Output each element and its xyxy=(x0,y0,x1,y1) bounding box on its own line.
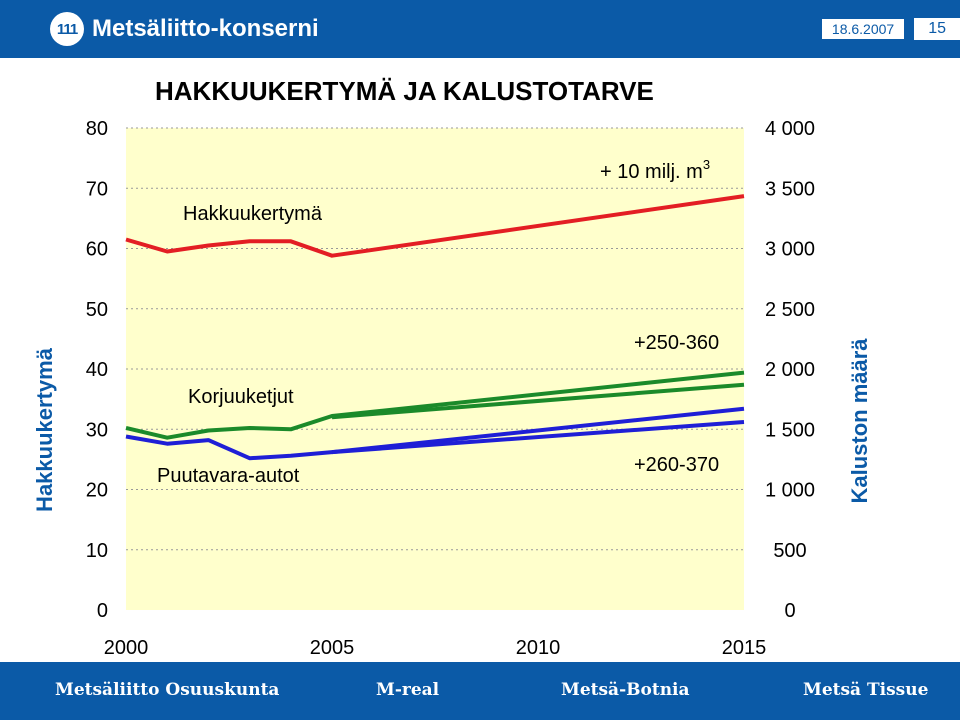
series-line-0 xyxy=(125,194,745,258)
y2-tick-label: 1 500 xyxy=(765,419,815,441)
footer-metsaliitto-osuuskunta: Metsäliitto Osuuskunta xyxy=(55,680,280,700)
y-tick-label: 20 xyxy=(86,480,108,502)
y2-tick-label: 3 500 xyxy=(765,178,815,200)
y-tick-label: 80 xyxy=(86,118,108,140)
footer-metsa-tissue: Metsä Tissue xyxy=(803,680,929,700)
y-tick-label: 40 xyxy=(86,359,108,381)
footer-m-real: M-real xyxy=(376,680,440,700)
series-label-puutavara-autot: Puutavara-autot xyxy=(157,465,300,487)
logo-mark-icon: 111 xyxy=(50,12,84,46)
y2-tick-label: 3 000 xyxy=(765,239,815,261)
y-tick-label: 70 xyxy=(86,178,108,200)
header-bar: 111 Metsäliitto-konserni 18.6.2007 15 xyxy=(0,0,960,58)
logo-text: Metsäliitto-konserni xyxy=(92,15,319,42)
annotation-korjuuketjut-range: +250-360 xyxy=(634,332,719,354)
series-label-korjuuketjut: Korjuuketjut xyxy=(188,386,294,408)
annotation-volume-exponent: 3 xyxy=(703,157,710,172)
y-axis-label: Hakkuukertymä xyxy=(32,347,57,512)
company-logo: 111 Metsäliitto-konserni xyxy=(50,12,319,46)
x-tick-label: 2010 xyxy=(516,637,561,659)
y2-tick-label: 1 000 xyxy=(765,480,815,502)
x-tick-label: 2000 xyxy=(104,637,149,659)
series-line-2 xyxy=(331,382,745,420)
y2-tick-label: 4 000 xyxy=(765,118,815,140)
x-tick-label: 2015 xyxy=(722,637,767,659)
y-tick-label: 50 xyxy=(86,299,108,321)
chart: HAKKUUKERTYMÄ JA KALUSTOTARVE 0102030405… xyxy=(32,76,872,659)
y2-tick-label: 500 xyxy=(773,540,806,562)
page-number: 15 xyxy=(914,18,960,40)
series-line-4 xyxy=(331,420,745,455)
footer-metsa-botnia: Metsä-Botnia xyxy=(561,680,690,700)
annotation-autot-range: +260-370 xyxy=(634,454,719,476)
x-tick-label: 2005 xyxy=(310,637,355,659)
footer-bar: Metsäliitto Osuuskunta M-real Metsä-Botn… xyxy=(0,662,960,720)
y2-tick-label: 2 500 xyxy=(765,299,815,321)
y-tick-label: 0 xyxy=(97,600,108,622)
y2-tick-label: 2 000 xyxy=(765,359,815,381)
chart-title: HAKKUUKERTYMÄ JA KALUSTOTARVE xyxy=(155,76,654,106)
y2-axis-label: Kaluston määrä xyxy=(847,338,872,504)
slide-date: 18.6.2007 xyxy=(819,19,907,39)
y-tick-label: 30 xyxy=(86,419,108,441)
y2-tick-label: 0 xyxy=(784,600,795,622)
y-tick-label: 10 xyxy=(86,540,108,562)
annotation-volume: + 10 milj. m3 xyxy=(600,157,710,183)
series-label-hakkuukertyma: Hakkuukertymä xyxy=(183,203,323,225)
y-tick-label: 60 xyxy=(86,239,108,261)
